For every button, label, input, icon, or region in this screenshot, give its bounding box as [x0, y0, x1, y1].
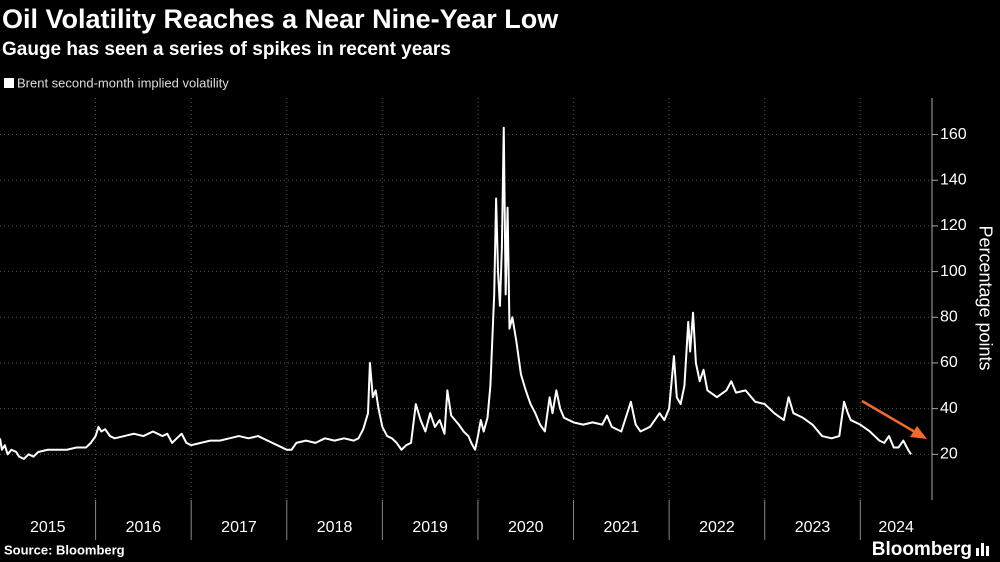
y-axis-label: Percentage points — [975, 225, 995, 370]
line-series — [0, 126, 912, 460]
brand: Bloomberg — [872, 539, 972, 560]
x-tick-label: 2021 — [604, 519, 640, 536]
x-tick-label: 2024 — [878, 519, 914, 536]
x-tick-label: 2018 — [317, 519, 353, 536]
y-tick-label: 160 — [940, 126, 967, 143]
x-tick-label: 2016 — [126, 519, 162, 536]
y-tick-label: 80 — [940, 308, 958, 325]
source: Source: Bloomberg — [4, 542, 125, 557]
x-tick-label: 2015 — [30, 519, 66, 536]
legend-swatch — [4, 78, 14, 88]
x-tick-label: 2023 — [795, 519, 831, 536]
trend-arrow — [861, 399, 927, 439]
y-tick-label: 60 — [940, 354, 958, 371]
chart-title: Oil Volatility Reaches a Near Nine-Year … — [2, 4, 559, 34]
brand-icon — [976, 543, 989, 556]
legend-label: Brent second-month implied volatility — [17, 75, 229, 90]
y-tick-label: 20 — [940, 446, 958, 463]
chart-subtitle: Gauge has seen a series of spikes in rec… — [2, 39, 451, 60]
x-tick-label: 2017 — [221, 519, 257, 536]
y-tick-label: 140 — [940, 171, 967, 188]
y-tick-label: 120 — [940, 217, 967, 234]
x-tick-label: 2019 — [412, 519, 448, 536]
y-tick-label: 40 — [940, 400, 958, 417]
x-tick-label: 2020 — [508, 519, 544, 536]
x-tick-label: 2022 — [699, 519, 735, 536]
y-tick-label: 100 — [940, 263, 967, 280]
